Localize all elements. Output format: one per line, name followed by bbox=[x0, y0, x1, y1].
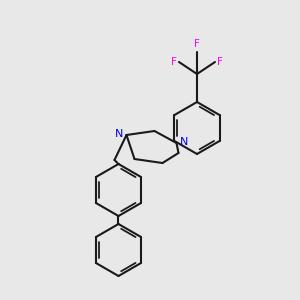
Text: N: N bbox=[179, 137, 188, 147]
Text: N: N bbox=[115, 129, 124, 139]
Text: F: F bbox=[217, 57, 223, 67]
Text: F: F bbox=[171, 57, 177, 67]
Text: F: F bbox=[194, 39, 200, 49]
